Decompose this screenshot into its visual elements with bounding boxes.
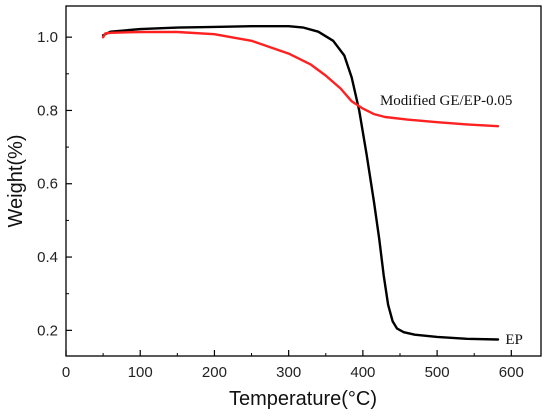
- y-tick-label: 0.4: [37, 249, 58, 266]
- axis-ticks: [65, 36, 512, 356]
- x-tick-label: 500: [425, 364, 450, 381]
- x-tick-label: 0: [62, 364, 70, 381]
- plot-frame: [65, 5, 542, 357]
- series-line-modified-ge-ep-0-05: [101, 30, 500, 128]
- x-tick-label: 200: [202, 364, 227, 381]
- series-lines: [101, 25, 500, 341]
- y-tick-label: 0.2: [37, 322, 58, 339]
- x-tick-label: 400: [350, 364, 375, 381]
- y-tick-label: 1.0: [37, 29, 58, 46]
- x-tick-label: 300: [276, 364, 301, 381]
- x-axis-title: Temperature(°C): [229, 388, 377, 410]
- series-annotations: Modified GE/EP-0.05 EP: [380, 93, 523, 348]
- y-tick-label: 0.6: [37, 176, 58, 193]
- x-tick-label: 100: [128, 364, 153, 381]
- series-line-ep: [101, 25, 500, 341]
- x-tick-label: 600: [499, 364, 524, 381]
- y-tick-label: 0.8: [37, 102, 58, 119]
- series-label: Modified GE/EP-0.05: [380, 93, 513, 109]
- axis-tick-labels: 0 100 200 300 400 500 600 0.2 0.4 0.6 0.8 1.0: [37, 29, 524, 381]
- y-axis-title: Weight(%): [5, 135, 27, 228]
- series-label: EP: [505, 332, 523, 348]
